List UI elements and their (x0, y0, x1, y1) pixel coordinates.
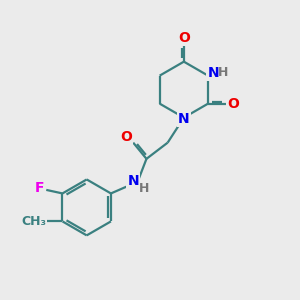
Text: CH₃: CH₃ (21, 215, 46, 228)
Text: N: N (128, 174, 139, 188)
Text: N: N (178, 112, 190, 126)
Text: H: H (218, 66, 228, 79)
Text: O: O (227, 97, 239, 111)
Text: F: F (35, 182, 44, 195)
Text: H: H (139, 182, 149, 195)
Text: N: N (208, 66, 219, 80)
Text: O: O (178, 31, 190, 44)
Text: O: O (120, 130, 132, 144)
